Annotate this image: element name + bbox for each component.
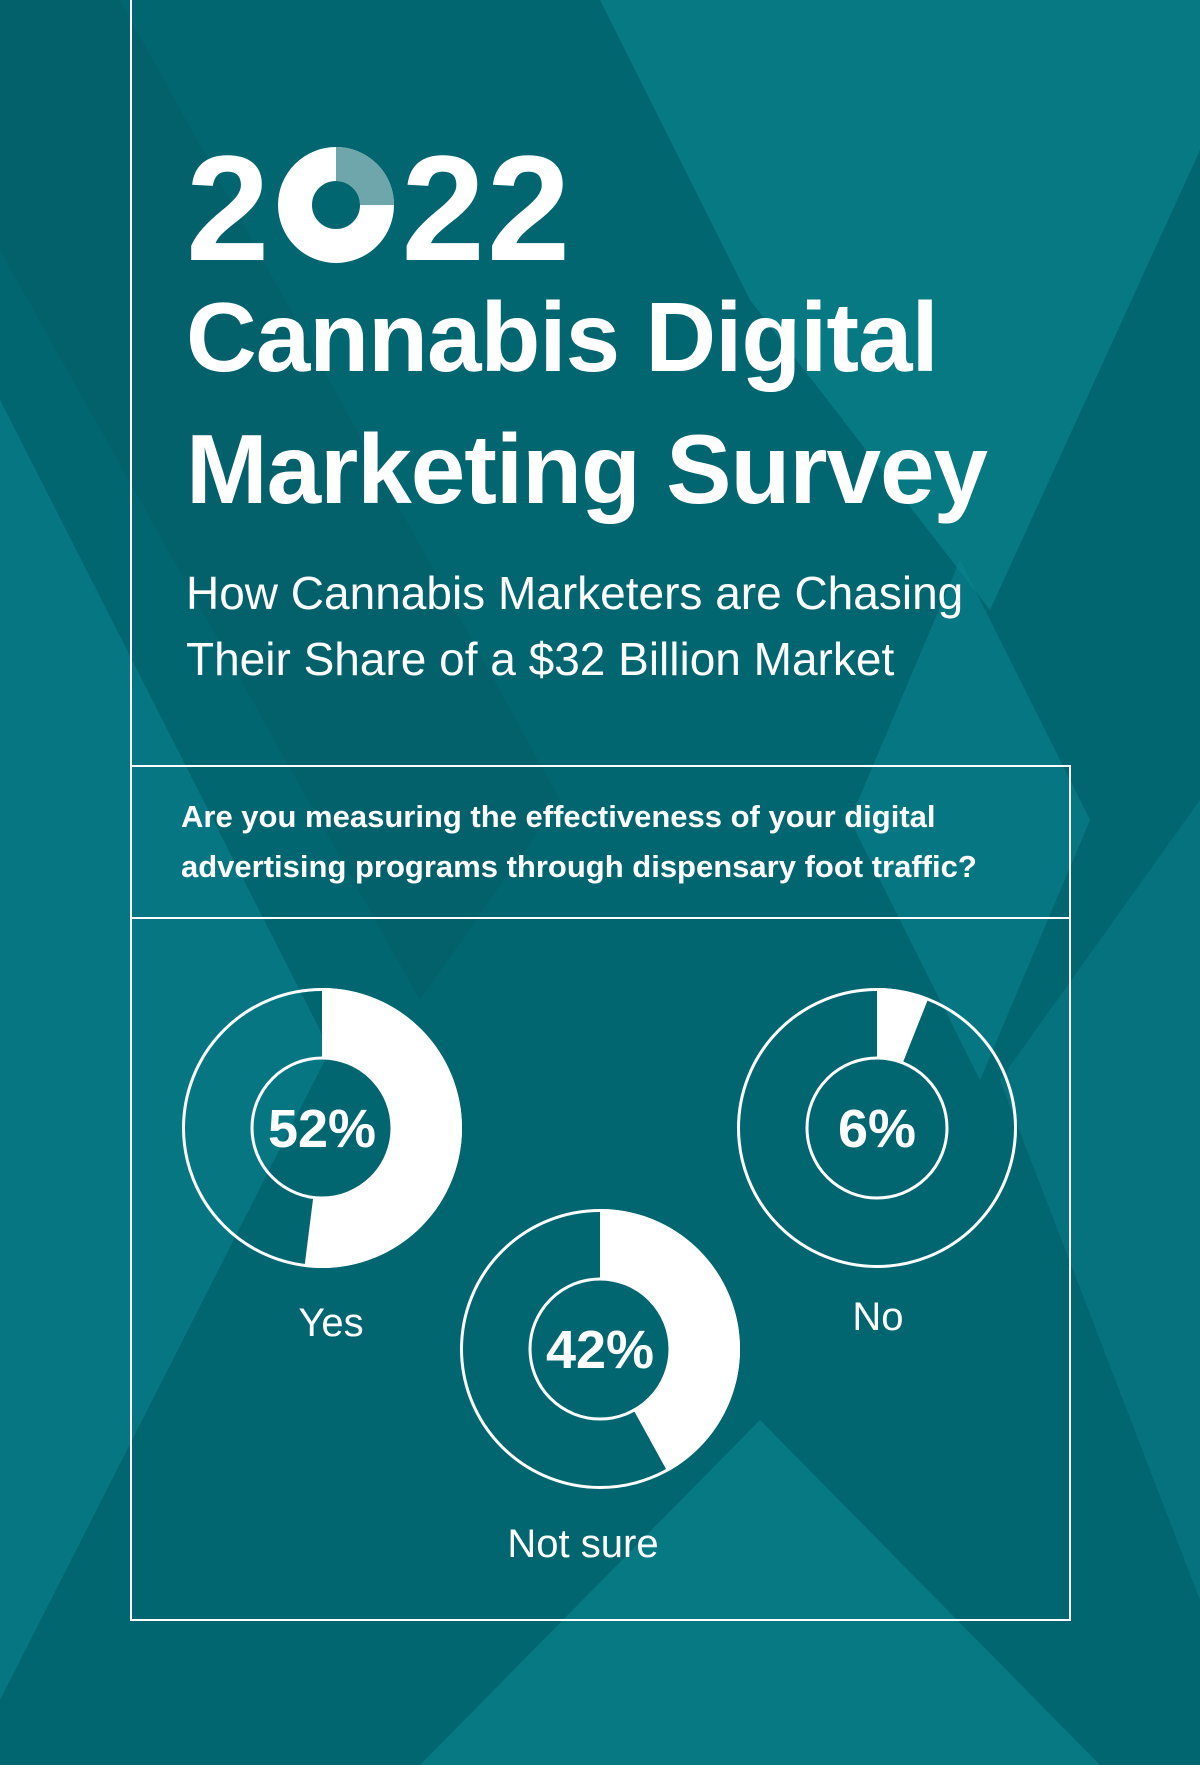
donut-slice-not-sure: [600, 1209, 740, 1472]
year-zero-icon: [278, 147, 395, 263]
donut-yes: 52% Yes: [182, 988, 462, 1345]
donut-slice-yes: [304, 988, 462, 1268]
donut-no: 6% No: [737, 988, 1017, 1339]
year-heading: 2 O 22: [186, 133, 572, 283]
background-band: [420, 1420, 1100, 1765]
donut-value-label: 6%: [838, 1099, 916, 1159]
background-band: [1000, 800, 1200, 1600]
background-band: [0, 0, 560, 1000]
donut-slice-no: [877, 988, 929, 1063]
frame-box-right-line: [1069, 765, 1071, 1621]
donut-value-label: 42%: [546, 1320, 654, 1380]
donut-category-label: Not sure: [507, 1522, 658, 1566]
subtitle-line-2: Their Share of a $32 Billion Market: [186, 633, 895, 685]
frame-box-bottom-line: [130, 1619, 1071, 1621]
question-line-2: advertising programs through dispensary …: [181, 849, 977, 884]
donut-category-label: No: [852, 1295, 903, 1339]
background-band: [600, 0, 1200, 610]
frame-question-divider: [130, 917, 1071, 919]
question-line-1: Are you measuring the effectiveness of y…: [181, 799, 936, 834]
background-band: [0, 400, 330, 1700]
frame-left-line: [130, 0, 132, 1621]
donut-not-sure: 42% Not sure: [460, 1209, 740, 1566]
year-first-digit: 2: [186, 123, 272, 292]
frame-box-top-line: [130, 765, 1071, 767]
title-line-2: Marketing Survey: [186, 414, 988, 524]
background-band: [850, 560, 1090, 1080]
year-last-digits: 22: [401, 123, 573, 292]
donut-category-label: Yes: [298, 1301, 363, 1345]
year-zero-ring: O: [271, 146, 401, 269]
title-line-1: Cannabis Digital: [186, 282, 939, 392]
subtitle-line-1: How Cannabis Marketers are Chasing: [186, 567, 964, 619]
donut-value-label: 52%: [268, 1099, 376, 1159]
